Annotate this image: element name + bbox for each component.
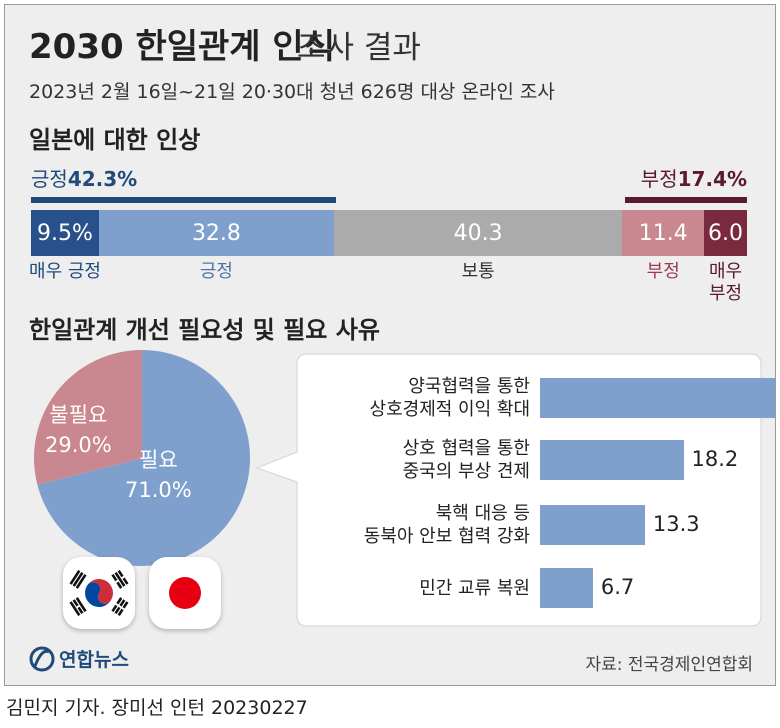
pie-slice-unnecessary xyxy=(33,350,142,485)
reason-value-label: 18.2 xyxy=(691,447,739,471)
impression-segment-very-negative: 6.0 xyxy=(704,210,747,256)
impression-value-label: 32.8 xyxy=(191,220,241,246)
impression-value-label: 9.5% xyxy=(37,220,93,246)
impression-category-label-negative: 부정 xyxy=(646,261,680,282)
negative-total-value: 17.4% xyxy=(677,167,747,191)
impression-stacked-bar: 9.5% 32.8 40.3 11.4 6.0 xyxy=(31,210,747,256)
yonhap-logo: 연합뉴스 xyxy=(29,645,129,672)
reason-bar xyxy=(540,505,645,545)
positive-total-value: 42.3% xyxy=(67,167,138,191)
reason-bar xyxy=(540,440,684,480)
pie-slice-necessary xyxy=(37,350,250,566)
chart-title: 2030 한일관계 인식 xyxy=(29,27,335,67)
pie-label-unnecessary: 불필요 29.0% xyxy=(45,400,112,460)
negative-total: 부정17.4% xyxy=(641,163,747,192)
pie-label-unnecessary-name: 불필요 xyxy=(49,403,108,427)
callout-box xyxy=(255,353,762,627)
impression-segment-very-positive: 9.5% xyxy=(31,210,100,256)
japan-flag-icon xyxy=(149,557,221,629)
section-title-impression: 일본에 대한 인상 xyxy=(29,126,201,154)
negative-total-label: 부정 xyxy=(640,167,678,191)
positive-total: 긍정42.3% xyxy=(31,163,137,192)
pie-label-necessary: 필요 71.0% xyxy=(125,445,192,505)
chart-title-sub: 조사 결과 xyxy=(297,30,421,66)
impression-category-label-neutral: 보통 xyxy=(461,261,495,282)
impression-category-label-positive: 긍정 xyxy=(199,261,233,282)
impression-category-label-very-negative: 매우 부정 xyxy=(708,261,743,304)
positive-bracket xyxy=(31,197,336,203)
positive-total-label: 긍정 xyxy=(31,167,68,191)
impression-segment-neutral: 40.3 xyxy=(333,210,623,256)
credit-line: 김민지 기자. 장미선 인턴 20230227 xyxy=(6,697,308,719)
impression-category-label-very-positive: 매우 긍정 xyxy=(29,261,101,282)
reason-category-label: 민간 교류 복원 xyxy=(419,577,530,599)
chart-subtitle: 2023년 2월 16일~21일 20·30대 청년 626명 대상 온라인 조… xyxy=(29,81,555,103)
pie-label-unnecessary-value: 29.0% xyxy=(45,433,112,457)
reason-bar xyxy=(540,568,593,608)
impression-value-label: 11.4 xyxy=(638,220,688,246)
pie-label-necessary-value: 71.0% xyxy=(125,478,192,502)
reason-value-label: 13.3 xyxy=(652,512,700,536)
necessity-pie-chart xyxy=(33,350,250,566)
logo-text: 연합뉴스 xyxy=(59,649,129,671)
yonhap-logo-icon xyxy=(29,646,55,671)
reason-bar xyxy=(540,378,775,418)
source-note: 자료: 전국경제인연합회 xyxy=(585,655,753,675)
infographic-frame: 2030 한일관계 인식 조사 결과 2023년 2월 16일~21일 20·3… xyxy=(4,4,776,686)
negative-bracket xyxy=(625,197,747,203)
reason-category-label: 북핵 대응 등 동북아 안보 협력 강화 xyxy=(363,503,530,547)
impression-segment-positive: 32.8 xyxy=(99,210,334,256)
impression-segment-negative: 11.4 xyxy=(622,210,705,256)
reason-category-label: 양국협력을 통한 상호경제적 이익 확대 xyxy=(369,376,530,420)
reason-value-label: 6.7 xyxy=(600,575,635,599)
korea-flag-icon xyxy=(63,557,135,629)
reason-category-label: 상호 협력을 통한 중국의 부상 견제 xyxy=(402,438,530,482)
impression-value-label: 6.0 xyxy=(708,220,743,246)
impression-value-label: 40.3 xyxy=(453,220,503,246)
pie-label-necessary-name: 필요 xyxy=(139,448,178,472)
section-title-necessity: 한일관계 개선 필요성 및 필요 사유 xyxy=(29,316,380,344)
